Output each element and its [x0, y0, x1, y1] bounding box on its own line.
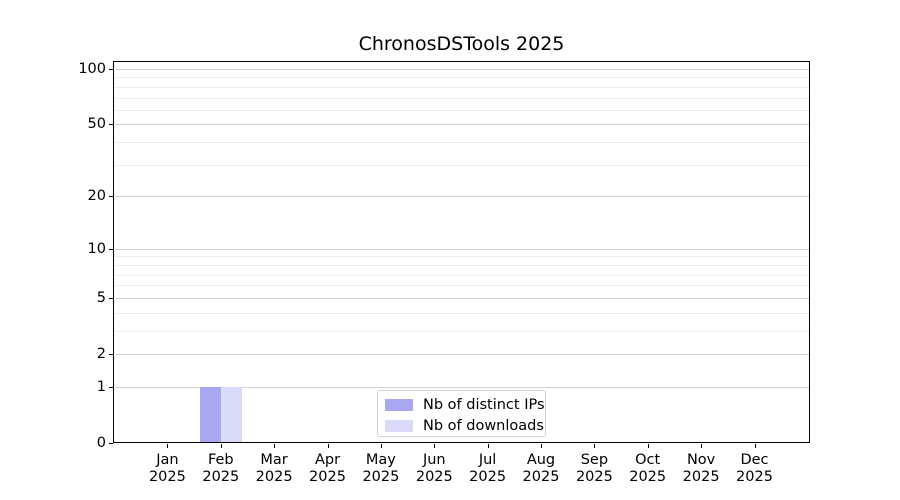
legend-item-distinct-ips: Nb of distinct IPs [378, 394, 545, 415]
y-gridline-major [114, 354, 809, 355]
x-tick [487, 444, 489, 448]
y-gridline-major [114, 386, 809, 388]
y-gridline-minor [114, 97, 809, 99]
y-gridline-major [114, 196, 809, 198]
y-tick-label: 0 [96, 435, 106, 451]
x-tick [274, 444, 276, 448]
y-tick [109, 124, 113, 125]
y-tick-label: 50 [87, 116, 106, 132]
y-tick [109, 387, 113, 388]
y-gridline-major [114, 248, 809, 250]
y-tick [109, 249, 113, 250]
y-tick-label: 2 [96, 346, 106, 362]
y-gridline-minor [114, 274, 809, 276]
x-tick-label: Dec 2025 [736, 452, 773, 485]
legend-item-downloads: Nb of downloads [378, 415, 545, 436]
x-tick [594, 444, 596, 448]
legend-label-downloads: Nb of downloads [423, 417, 544, 434]
y-gridline-minor [114, 109, 809, 111]
y-gridline-minor [114, 330, 809, 332]
y-tick-label: 1 [96, 379, 106, 395]
x-tick-label: Jul 2025 [469, 452, 507, 485]
x-tick-label: Aug 2025 [522, 452, 560, 485]
legend-swatch-downloads [385, 419, 413, 432]
x-tick [754, 444, 756, 448]
x-tick-label: Nov 2025 [682, 452, 720, 485]
legend: Nb of distinct IPs Nb of downloads [377, 390, 546, 437]
plot-area [113, 61, 810, 443]
y-tick [109, 69, 113, 70]
y-tick [109, 298, 113, 299]
x-tick-label: May 2025 [362, 452, 400, 485]
bar-nb-of-distinct-ips-feb-2025 [199, 386, 221, 442]
y-gridline-minor [114, 86, 809, 88]
x-tick [327, 444, 329, 448]
y-gridline-major [114, 69, 809, 70]
y-gridline-minor [114, 142, 809, 144]
x-tick [701, 444, 703, 448]
y-tick-label: 5 [96, 290, 106, 306]
y-tick-label: 20 [87, 188, 106, 204]
y-tick [109, 354, 113, 355]
y-tick [109, 196, 113, 197]
x-tick [220, 444, 222, 448]
chart-title: ChronosDSTools 2025 [358, 33, 565, 55]
y-gridline-minor [114, 312, 809, 314]
x-tick [647, 444, 649, 448]
legend-label-distinct-ips: Nb of distinct IPs [423, 396, 545, 413]
y-gridline-minor [114, 77, 809, 79]
y-gridline-minor [114, 264, 809, 266]
y-gridline-minor [114, 164, 809, 166]
x-tick-label: Oct 2025 [629, 452, 667, 485]
x-tick [541, 444, 542, 448]
x-tick-label: Jun 2025 [415, 452, 453, 485]
y-gridline-major [114, 124, 809, 126]
bar-nb-of-downloads-feb-2025 [220, 386, 242, 442]
x-tick-label: Apr 2025 [309, 452, 346, 485]
y-gridline-minor [114, 285, 809, 287]
y-tick [109, 443, 113, 444]
y-tick-label: 100 [78, 61, 106, 77]
y-gridline-major [114, 297, 809, 299]
y-tick-label: 10 [87, 241, 106, 257]
x-tick [434, 444, 436, 448]
y-gridline-minor [114, 256, 809, 258]
x-tick-label: Sep 2025 [575, 452, 613, 485]
x-tick-label: Mar 2025 [255, 452, 293, 485]
x-tick-label: Jan 2025 [148, 452, 186, 485]
x-tick-label: Feb 2025 [202, 452, 240, 485]
legend-swatch-distinct-ips [385, 398, 413, 411]
x-tick [167, 444, 169, 448]
x-tick [380, 444, 382, 448]
